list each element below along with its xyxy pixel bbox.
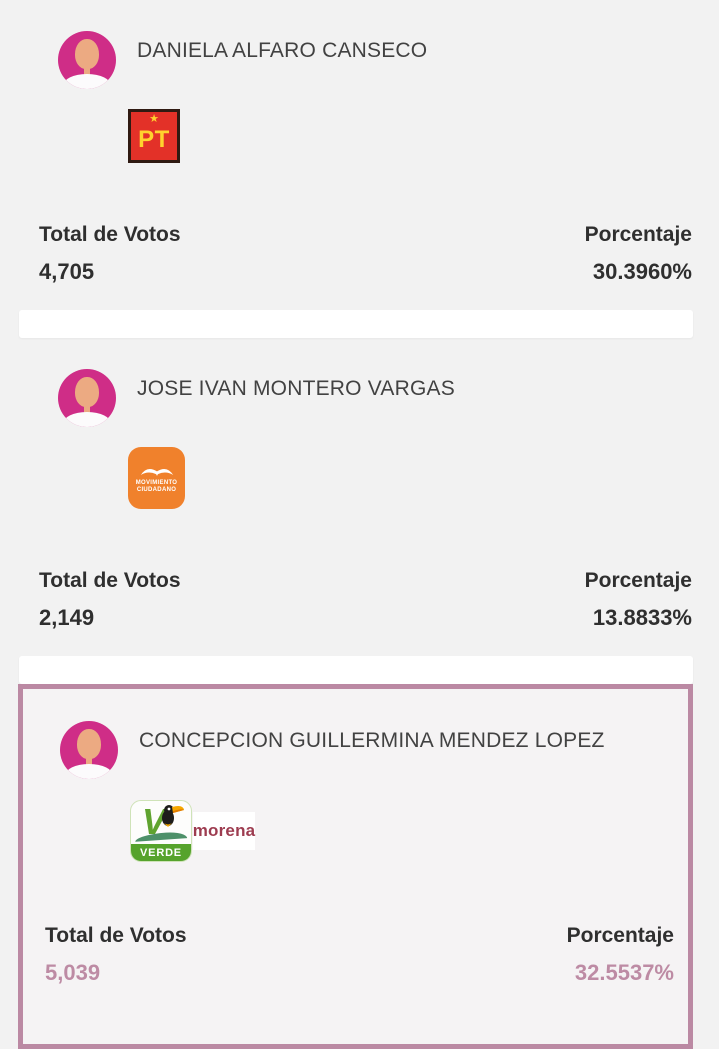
movimiento-ciudadano-logo: MOVIMIENTO CIUDADANO (128, 447, 185, 509)
party-logo-row: MOVIMIENTO CIUDADANO (128, 447, 719, 509)
total-votes-block: Total de Votos 4,705 (39, 223, 181, 285)
mc-logo-text-line1: MOVIMIENTO (135, 479, 178, 486)
party-logo-row: ★ PT (128, 109, 719, 163)
candidate-card[interactable]: JOSE IVAN MONTERO VARGAS MOVIMIENTO CIUD… (0, 338, 719, 656)
mc-logo-text-line2: CIUDADANO (136, 486, 177, 493)
card-separator (19, 656, 693, 684)
candidate-header: JOSE IVAN MONTERO VARGAS (0, 338, 719, 427)
pt-party-logo: ★ PT (128, 109, 180, 163)
percentage-value: 13.8833% (592, 605, 692, 630)
total-votes-value: 2,149 (39, 605, 95, 630)
results-row: Total de Votos 5,039 Porcentaje 32.5537% (23, 924, 688, 986)
candidate-card[interactable]: DANIELA ALFARO CANSECO ★ PT Total de Vot… (0, 0, 719, 310)
percentage-block: Porcentaje 32.5537% (567, 924, 674, 986)
avatar-head (75, 39, 99, 70)
avatar-neck (85, 754, 93, 766)
candidate-card-highlighted[interactable]: CONCEPCION GUILLERMINA MENDEZ LOPEZ V VE… (18, 684, 693, 1049)
results-row: Total de Votos 4,705 Porcentaje 30.3960% (0, 223, 719, 285)
percentage-value: 30.3960% (592, 259, 692, 284)
avatar-shoulders (63, 411, 111, 427)
verde-logo-text: VERDE (140, 846, 182, 859)
avatar-shoulders (65, 763, 113, 779)
percentage-label: Porcentaje (584, 223, 692, 246)
results-row: Total de Votos 2,149 Porcentaje 13.8833% (0, 569, 719, 631)
partido-verde-logo: V VERDE (130, 800, 192, 862)
percentage-label: Porcentaje (566, 924, 674, 947)
avatar-shoulders (63, 73, 111, 89)
morena-logo-text: morena (192, 821, 256, 840)
candidate-name: DANIELA ALFARO CANSECO (137, 39, 428, 62)
verde-band: VERDE (131, 844, 191, 861)
candidate-name: JOSE IVAN MONTERO VARGAS (137, 377, 455, 400)
percentage-value: 32.5537% (574, 960, 674, 985)
toucan-icon (162, 805, 184, 827)
total-votes-label: Total de Votos (45, 924, 187, 947)
candidate-name: CONCEPCION GUILLERMINA MENDEZ LOPEZ (139, 729, 605, 752)
candidate-avatar (60, 721, 118, 779)
avatar-head (77, 729, 101, 760)
candidate-avatar (58, 31, 116, 89)
percentage-label: Porcentaje (584, 569, 692, 592)
morena-logo: morena (193, 812, 255, 850)
total-votes-label: Total de Votos (39, 223, 181, 246)
avatar-neck (83, 64, 91, 76)
party-logo-row: V VERDE morena (130, 800, 688, 862)
total-votes-value: 5,039 (45, 960, 101, 985)
candidate-header: DANIELA ALFARO CANSECO (0, 0, 719, 89)
pt-logo-text: PT (138, 126, 170, 153)
total-votes-block: Total de Votos 5,039 (45, 924, 187, 986)
candidate-header: CONCEPCION GUILLERMINA MENDEZ LOPEZ (23, 689, 688, 779)
percentage-block: Porcentaje 30.3960% (585, 223, 692, 285)
percentage-block: Porcentaje 13.8833% (585, 569, 692, 631)
candidate-avatar (58, 369, 116, 427)
total-votes-label: Total de Votos (39, 569, 181, 592)
star-icon: ★ (149, 113, 159, 125)
card-separator (19, 310, 693, 338)
total-votes-block: Total de Votos 2,149 (39, 569, 181, 631)
avatar-neck (83, 402, 91, 414)
avatar-head (75, 377, 99, 408)
eagle-icon (140, 468, 173, 476)
total-votes-value: 4,705 (39, 259, 95, 284)
